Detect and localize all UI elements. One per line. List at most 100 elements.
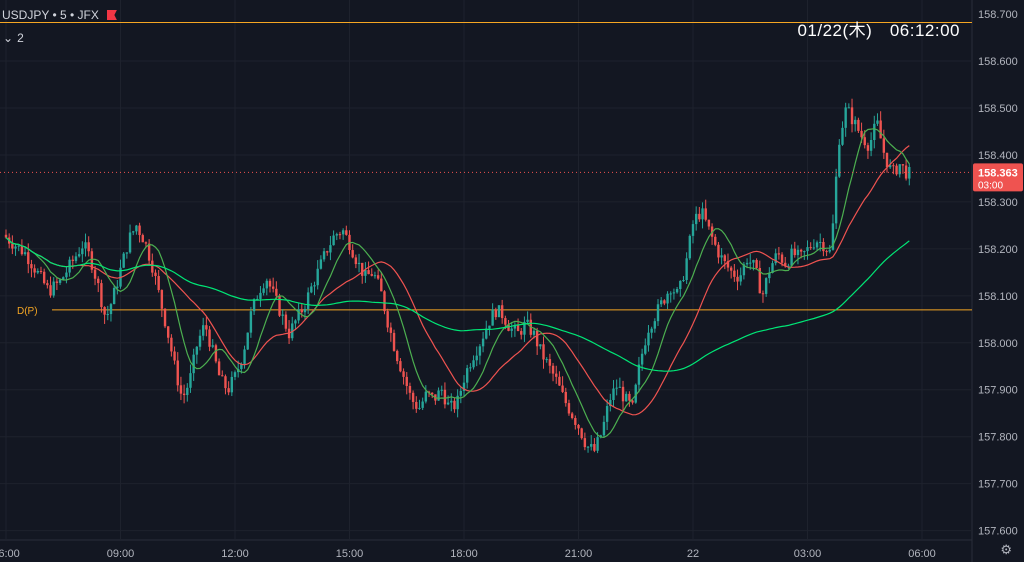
y-tick-label: 157.900	[978, 385, 1018, 397]
candle-body	[882, 138, 886, 153]
candle-body	[36, 270, 40, 273]
candle-body	[71, 259, 74, 261]
candle-body	[42, 271, 46, 284]
candle-body	[885, 152, 889, 168]
y-tick-label: 158.400	[978, 150, 1018, 162]
candle-body	[81, 248, 84, 255]
ma-slow-line	[5, 237, 910, 372]
flag-icon[interactable]	[106, 10, 117, 20]
candle-body	[90, 251, 94, 270]
candle-body	[796, 249, 800, 256]
candle-body	[357, 262, 361, 265]
candle-body	[825, 251, 828, 253]
candle-body	[440, 389, 443, 391]
y-tick-label: 158.200	[978, 244, 1018, 256]
candle-body	[351, 250, 354, 258]
candle-body	[822, 242, 825, 252]
candle-body	[717, 244, 720, 258]
candle-body	[55, 281, 59, 283]
candle-body	[485, 328, 488, 339]
candle-body	[516, 325, 520, 332]
candle-body	[739, 275, 742, 282]
candle-body	[866, 145, 870, 151]
x-tick-label: 22	[687, 548, 699, 560]
candle-body	[761, 293, 765, 295]
candle-body	[666, 293, 669, 304]
candle-body	[456, 395, 459, 410]
candle-body	[729, 267, 733, 271]
current-price-countdown: 03:00	[978, 180, 1003, 191]
candle-body	[87, 242, 90, 252]
candle-body	[659, 300, 663, 305]
candle-body	[163, 308, 167, 327]
candle-body	[586, 446, 590, 448]
candle-body	[443, 389, 447, 405]
candle-body	[542, 344, 545, 360]
candle-body	[201, 325, 205, 336]
candle-body	[669, 293, 672, 295]
candle-body	[74, 256, 78, 261]
candle-body	[20, 245, 24, 255]
indicator-collapse-button[interactable]: ⌄ 2	[3, 31, 24, 45]
candle-body	[306, 292, 310, 309]
candle-body	[284, 314, 288, 329]
candle-body	[768, 272, 771, 279]
candle-body	[370, 274, 373, 276]
candle-body	[590, 444, 593, 447]
candle-body	[755, 260, 758, 269]
candle-body	[112, 287, 116, 305]
candle-body	[465, 368, 469, 383]
candle-body	[313, 285, 316, 287]
y-tick-label: 158.000	[978, 338, 1018, 350]
candle-body	[784, 262, 787, 267]
candle-body	[109, 304, 113, 315]
candle-body	[898, 164, 901, 175]
candle-body	[682, 279, 685, 281]
candle-body	[647, 332, 650, 346]
candle-body	[904, 165, 908, 179]
candle-body	[405, 376, 408, 386]
y-tick-label: 158.600	[978, 56, 1018, 68]
candle-body	[396, 350, 399, 362]
candle-body	[834, 176, 838, 224]
candle-body	[532, 330, 536, 335]
candle-body	[863, 137, 866, 146]
candle-body	[723, 255, 727, 262]
candle-body	[230, 376, 234, 393]
candle-body	[520, 331, 523, 335]
candle-body	[281, 314, 284, 316]
candle-body	[580, 428, 583, 439]
candle-body	[539, 344, 542, 347]
price-axis[interactable]	[972, 0, 1024, 562]
candle-body	[329, 245, 332, 253]
candle-body	[688, 235, 692, 259]
candle-body	[84, 242, 87, 249]
candle-body	[799, 249, 803, 252]
candle-body	[386, 311, 389, 328]
candle-body	[774, 253, 777, 264]
x-tick-label: 06:00	[908, 548, 936, 560]
candle-body	[497, 305, 501, 318]
candle-body	[221, 375, 224, 377]
symbol-header[interactable]: USDJPY • 5 • JFX	[2, 8, 117, 22]
candle-body	[873, 123, 876, 141]
candle-body	[125, 252, 129, 254]
candle-body	[402, 371, 405, 377]
candle-body	[733, 270, 736, 277]
candle-body	[297, 309, 300, 321]
candle-body	[186, 387, 189, 396]
candle-body	[621, 386, 625, 402]
candle-body	[430, 392, 434, 395]
gear-icon[interactable]: ⚙	[1000, 542, 1012, 557]
candle-body	[173, 351, 176, 361]
candle-body	[128, 232, 132, 253]
candle-body	[574, 418, 577, 425]
ma-fast-line	[5, 145, 910, 416]
candle-body	[583, 438, 587, 448]
candle-body	[704, 208, 707, 220]
candle-body	[901, 164, 905, 166]
candle-body	[224, 376, 227, 389]
candle-body	[217, 361, 221, 376]
candle-body	[472, 360, 475, 368]
